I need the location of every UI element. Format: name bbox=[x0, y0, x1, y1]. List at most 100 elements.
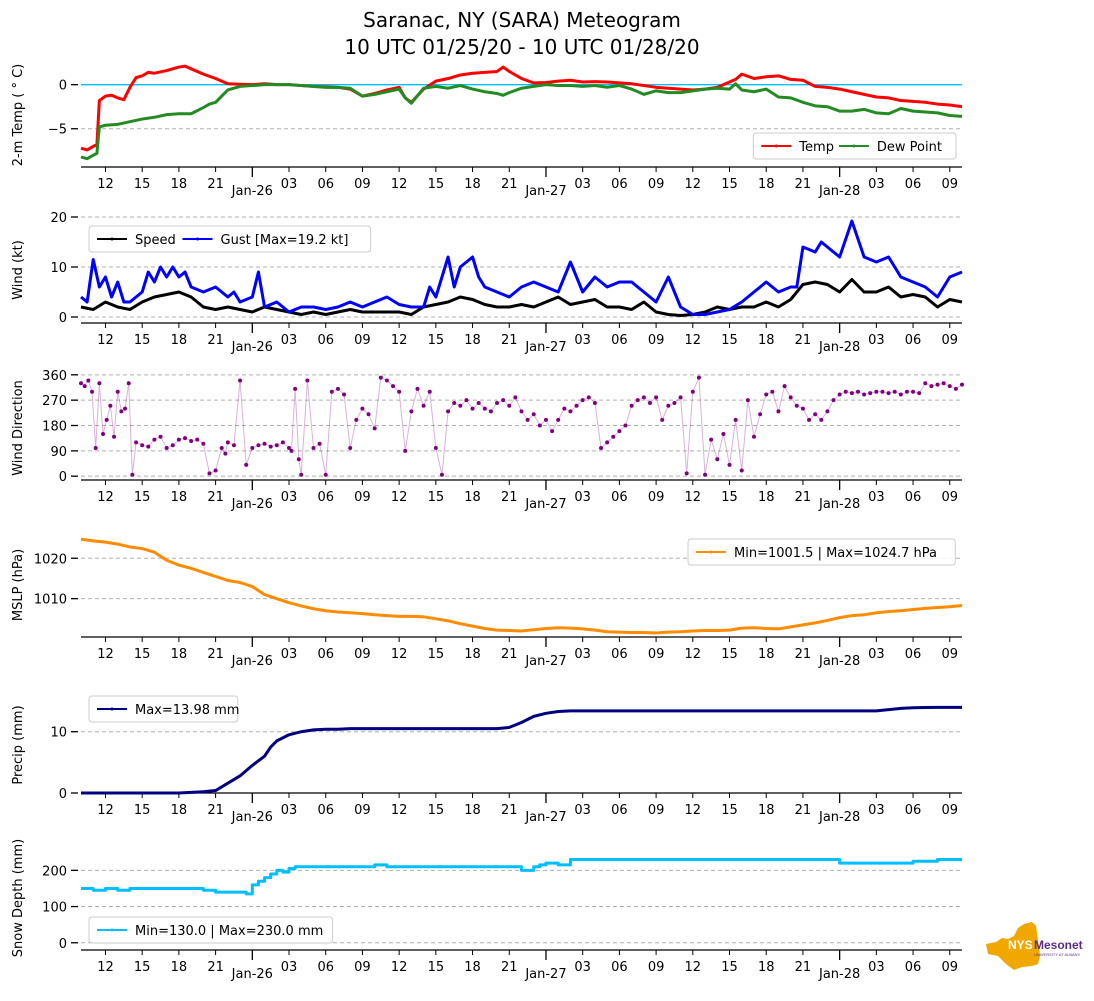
x-tick-label: 18 bbox=[464, 177, 481, 192]
x-tick-label: 12 bbox=[391, 177, 408, 192]
data-point bbox=[397, 389, 402, 394]
x-tick-label: 12 bbox=[685, 177, 702, 192]
y-axis-label: Precip (mm) bbox=[11, 705, 26, 784]
x-tick-label: 03 bbox=[281, 490, 298, 505]
legend-label: Min=130.0 | Max=230.0 mm bbox=[135, 924, 323, 939]
legend-marker bbox=[110, 707, 114, 711]
data-point bbox=[684, 471, 689, 476]
data-point bbox=[335, 386, 340, 391]
x-tick-label: 15 bbox=[721, 333, 738, 348]
data-point bbox=[104, 417, 109, 422]
x-tick-label: 15 bbox=[428, 333, 445, 348]
y-tick-label: 0 bbox=[59, 937, 67, 952]
series-line-mslp-0 bbox=[80, 537, 963, 635]
data-point bbox=[574, 403, 579, 408]
legend-label: Gust [Max=19.2 kt] bbox=[221, 233, 349, 248]
x-tick-label: 09 bbox=[648, 333, 665, 348]
y-tick-label: 270 bbox=[42, 394, 67, 409]
x-tick-label: 09 bbox=[941, 333, 958, 348]
x-tick-label: 21 bbox=[207, 647, 224, 662]
x-day-label: Jan-27 bbox=[524, 497, 566, 512]
data-point bbox=[929, 384, 934, 389]
data-point bbox=[289, 448, 294, 453]
data-point bbox=[751, 434, 756, 439]
data-point bbox=[800, 406, 805, 411]
x-tick-label: 09 bbox=[648, 490, 665, 505]
panel-snow: 0 100 200 Snow Depth (mm) 12 15 18 21 03 06 09 12 15… bbox=[11, 839, 962, 982]
data-point bbox=[537, 423, 542, 428]
x-tick-label: 06 bbox=[905, 177, 922, 192]
x-tick-label: 09 bbox=[941, 490, 958, 505]
y-tick-label: 10 bbox=[50, 726, 67, 741]
data-point bbox=[690, 389, 695, 394]
new-york-state-shape-icon bbox=[986, 922, 1040, 970]
x-tick-label: 09 bbox=[648, 803, 665, 818]
data-point bbox=[562, 406, 567, 411]
x-tick-label: 06 bbox=[611, 803, 628, 818]
y-tick-label: 90 bbox=[50, 445, 67, 460]
data-point bbox=[507, 403, 512, 408]
legend-label: Temp bbox=[798, 140, 834, 155]
x-tick-label: 03 bbox=[574, 177, 591, 192]
data-point bbox=[366, 412, 371, 417]
x-tick-label: 09 bbox=[354, 960, 371, 975]
x-tick-label: 18 bbox=[758, 177, 775, 192]
data-point bbox=[635, 398, 640, 403]
data-point bbox=[519, 409, 524, 414]
x-tick-label: 15 bbox=[134, 803, 151, 818]
x-tick-label: 15 bbox=[428, 960, 445, 975]
x-tick-label: 09 bbox=[648, 177, 665, 192]
x-tick-label: 18 bbox=[758, 960, 775, 975]
data-point bbox=[831, 398, 836, 403]
legend-marker bbox=[852, 144, 856, 148]
data-point bbox=[219, 446, 224, 451]
x-tick-label: 03 bbox=[574, 960, 591, 975]
data-point bbox=[409, 409, 414, 414]
series-line-snow-0 bbox=[81, 857, 962, 896]
x-day-label: Jan-26 bbox=[231, 654, 273, 669]
logo-nys-text: NYS bbox=[1008, 938, 1033, 952]
data-point bbox=[223, 451, 228, 456]
panel-temp: 0 −5 2-m Temp ( ° C) 12 15 18 21 03 06 09 12 15 18 21… bbox=[11, 64, 963, 199]
data-point bbox=[745, 398, 750, 403]
x-day-label: Jan-28 bbox=[818, 497, 860, 512]
data-point bbox=[647, 400, 652, 405]
data-point bbox=[501, 398, 506, 403]
chart-title-line1: Saranac, NY (SARA) Meteogram bbox=[363, 8, 681, 32]
y-tick-label: 200 bbox=[42, 864, 67, 879]
legend-box bbox=[88, 916, 334, 944]
legend-precip: Max=13.98 mm bbox=[88, 695, 239, 723]
x-tick-label: 18 bbox=[758, 803, 775, 818]
data-point bbox=[788, 395, 793, 400]
data-point bbox=[287, 446, 292, 451]
y-tick-label: 0 bbox=[59, 470, 67, 485]
data-point bbox=[470, 406, 475, 411]
data-point bbox=[855, 389, 860, 394]
series-connector-direction bbox=[80, 376, 963, 475]
x-tick-label: 18 bbox=[171, 333, 188, 348]
data-point bbox=[892, 389, 897, 394]
x-tick-label: 18 bbox=[171, 803, 188, 818]
data-point bbox=[482, 406, 487, 411]
x-tick-label: 21 bbox=[795, 177, 812, 192]
x-tick-label: 03 bbox=[868, 333, 885, 348]
data-point bbox=[296, 457, 301, 462]
data-point bbox=[825, 409, 830, 414]
x-tick-label: 09 bbox=[354, 803, 371, 818]
data-point bbox=[93, 446, 98, 451]
y-tick-label: 1020 bbox=[34, 552, 67, 567]
x-tick-label: 03 bbox=[281, 333, 298, 348]
logo-university-text: UNIVERSITY AT ALBANY bbox=[1034, 952, 1081, 957]
x-tick-label: 06 bbox=[611, 490, 628, 505]
x-day-label: Jan-28 bbox=[818, 184, 860, 199]
data-point bbox=[384, 378, 389, 383]
panels: 0 −5 2-m Temp ( ° C) 12 15 18 21 03 06 09 12 15 18 21… bbox=[11, 64, 964, 982]
data-point bbox=[911, 389, 916, 394]
x-tick-label: 03 bbox=[281, 960, 298, 975]
data-point bbox=[305, 378, 310, 383]
data-point bbox=[709, 437, 714, 442]
data-point bbox=[213, 468, 218, 473]
legend-mslp: Min=1001.5 | Max=1024.7 hPa bbox=[687, 538, 956, 566]
data-point bbox=[629, 403, 634, 408]
data-point bbox=[299, 472, 304, 477]
